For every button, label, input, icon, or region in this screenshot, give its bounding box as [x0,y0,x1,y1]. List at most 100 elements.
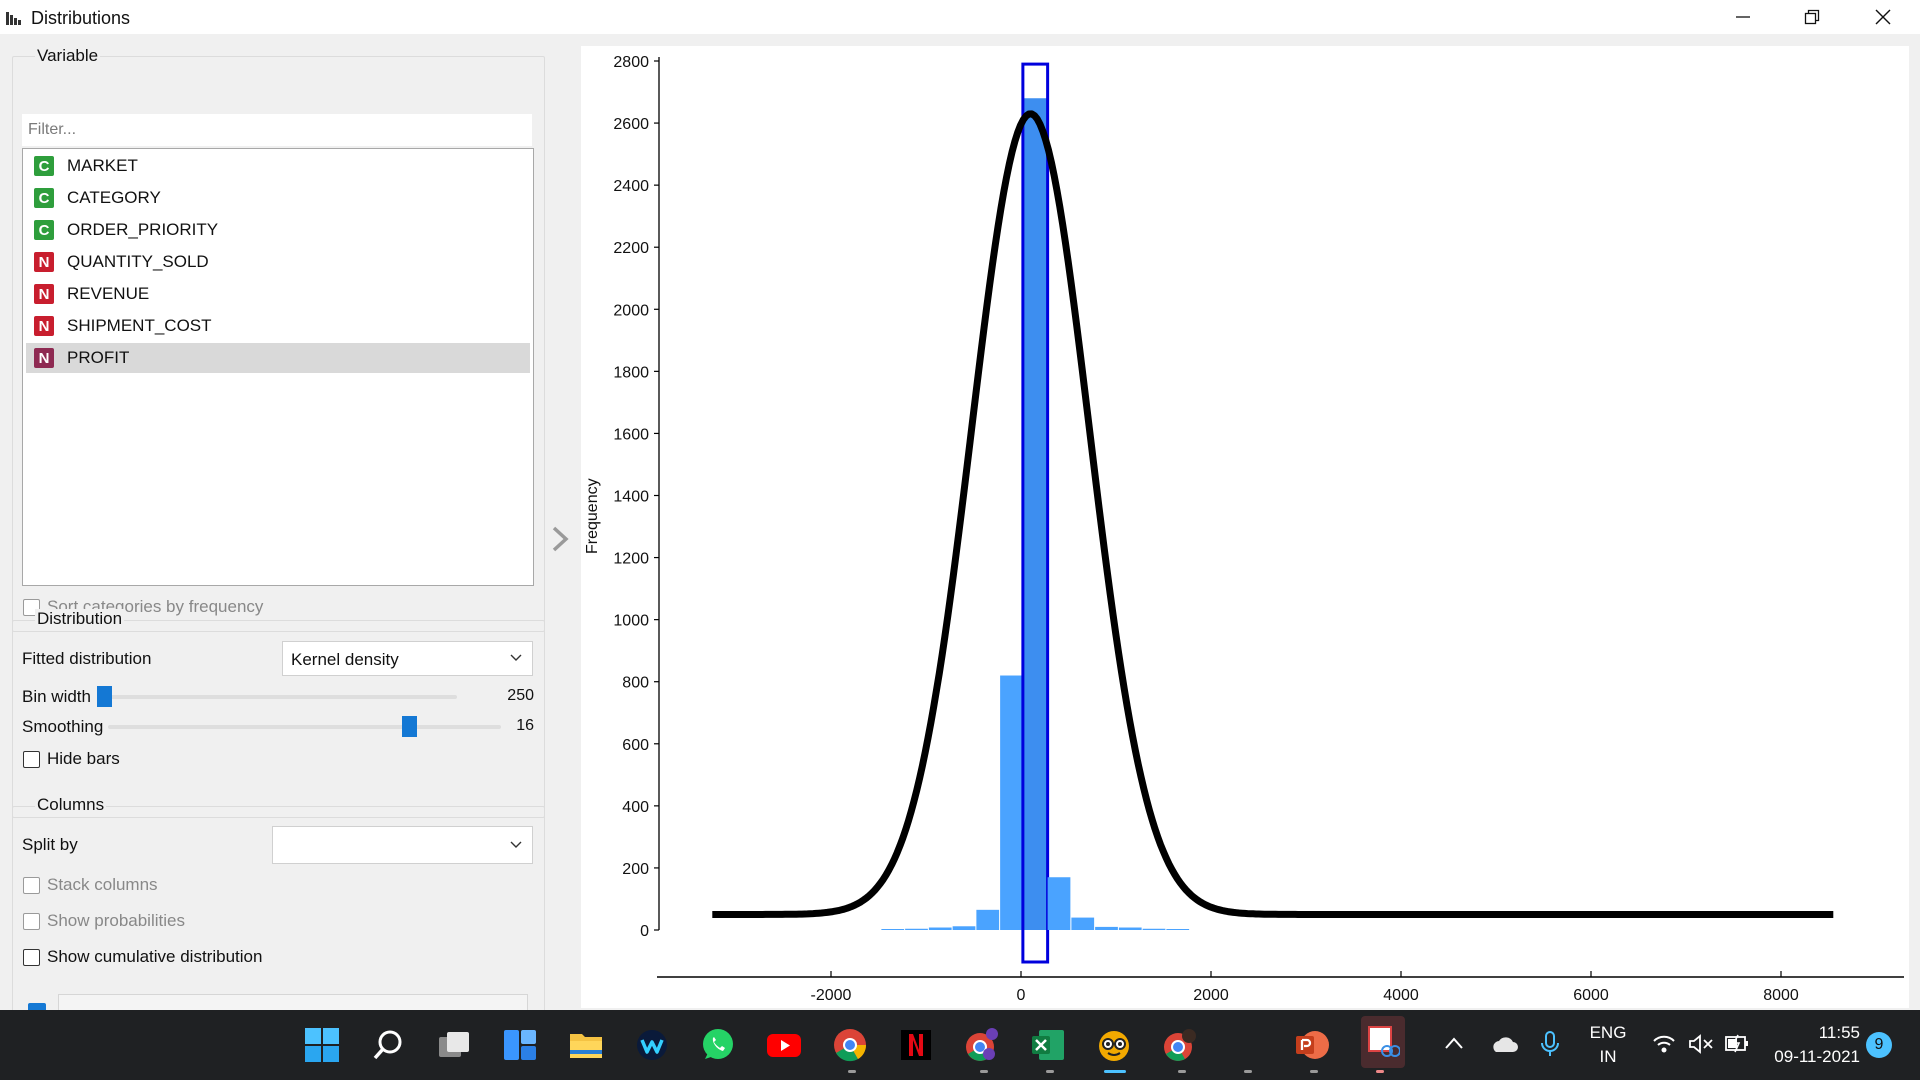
histogram-bar[interactable] [1047,877,1071,930]
hide-bars-checkbox[interactable] [23,751,40,768]
chevron-up-icon[interactable] [1444,1036,1464,1050]
close-button[interactable] [1850,0,1916,34]
density-curve [711,110,1834,918]
speaker-muted-icon[interactable] [1688,1034,1714,1054]
snipping-tool-icon[interactable] [1361,1016,1405,1068]
variable-item-category[interactable]: C CATEGORY [26,183,530,213]
show-cumulative-label: Show cumulative distribution [47,947,263,966]
histogram-bar[interactable] [1095,926,1118,930]
split-by-select[interactable] [272,826,533,864]
histogram-bar[interactable] [881,929,905,930]
y-tick-label: 1400 [613,489,649,506]
chrome-icon[interactable] [833,1028,867,1062]
windows-start-icon[interactable] [305,1028,339,1062]
y-tick-label: 0 [640,923,649,940]
x-tick-label: 2000 [1193,987,1229,1004]
file-explorer-icon[interactable] [569,1028,603,1062]
categorical-badge: C [34,156,54,176]
y-tick-label: 1800 [613,364,649,381]
search-icon[interactable] [371,1028,405,1062]
webex-icon[interactable] [635,1028,669,1062]
y-tick-label: 2600 [613,116,649,133]
region-indicator[interactable]: IN [1599,1047,1617,1066]
split-by-label: Split by [22,835,78,854]
orange-app-icon[interactable] [1097,1028,1131,1062]
fitted-distribution-value: Kernel density [291,650,399,669]
histogram-bar[interactable] [905,928,928,930]
wifi-icon[interactable] [1652,1034,1676,1054]
y-tick-label: 400 [622,799,649,816]
x-tick-label: 6000 [1573,987,1609,1004]
categorical-badge: C [34,220,54,240]
widgets-icon[interactable] [503,1028,537,1062]
y-tick-label: 2800 [613,54,649,71]
onedrive-cloud-icon[interactable] [1490,1034,1518,1054]
send-button[interactable] [58,994,528,1011]
bin-width-slider-track[interactable] [97,695,457,699]
window-title: Distributions [31,8,131,28]
histogram-bar[interactable] [1142,928,1166,930]
youtube-icon[interactable] [767,1028,801,1062]
variable-item-quantity-sold[interactable]: N QUANTITY_SOLD [26,247,530,277]
y-tick-label: 1600 [613,426,649,443]
fitted-distribution-select[interactable]: Kernel density [282,641,533,676]
variable-label: ORDER_PRIORITY [67,220,219,239]
netflix-icon[interactable] [899,1028,933,1062]
clock-time[interactable]: 11:55 [1818,1023,1860,1042]
show-probabilities-checkbox[interactable] [23,913,40,930]
histogram-bar[interactable] [928,927,952,930]
distribution-chart[interactable]: 0 200 400 600 800 1000 1200 1400 1600 1800 2000 220… [581,46,1909,1008]
histogram-bar[interactable] [1166,929,1190,930]
variable-list[interactable]: C MARKET C CATEGORY C ORDER_PRIORITY N Q… [22,148,534,586]
stack-columns-checkbox[interactable] [23,877,40,894]
variable-filter-input[interactable] [22,114,532,146]
restore-button[interactable] [1779,0,1845,34]
variable-item-shipment-cost[interactable]: N SHIPMENT_COST [26,311,530,341]
variable-item-profit[interactable]: N PROFIT [26,343,530,373]
histogram-bar[interactable] [1071,917,1095,930]
chrome-profile-icon[interactable] [965,1028,999,1062]
clock-date[interactable]: 09-11-2021 [1774,1047,1860,1066]
show-probabilities-label: Show probabilities [47,911,185,930]
histogram-bar[interactable] [976,909,1000,930]
histogram-bar[interactable] [1118,927,1142,930]
active-indicator [1104,1070,1126,1073]
bin-width-value: 250 [507,687,534,704]
categorical-badge: C [34,188,54,208]
bin-width-slider-handle[interactable] [97,686,112,707]
smoothing-slider-track[interactable] [108,725,501,729]
task-view-icon[interactable] [437,1028,471,1062]
fitted-distribution-label: Fitted distribution [22,649,152,668]
chrome-profile-2-icon[interactable] [1163,1028,1197,1062]
language-indicator[interactable]: ENG [1589,1023,1627,1042]
y-tick-label: 200 [622,861,649,878]
variable-item-order-priority[interactable]: C ORDER_PRIORITY [26,215,530,245]
minimize-icon [1736,16,1750,18]
smoothing-slider-handle[interactable] [402,716,417,737]
chevron-down-icon [510,841,522,848]
histogram-bar[interactable] [1023,98,1047,930]
x-tick-label: 8000 [1763,987,1799,1004]
histogram-bar[interactable] [1000,675,1023,930]
histogram-bar[interactable] [952,926,976,930]
battery-charging-icon[interactable] [1724,1032,1750,1054]
plot-area[interactable]: 0 200 400 600 800 1000 1200 1400 1600 1800 2000 220… [581,46,1909,1008]
y-tick-label: 1200 [613,551,649,568]
microphone-icon[interactable] [1540,1030,1560,1058]
excel-icon[interactable] [1031,1028,1065,1062]
x-tick-label: 0 [1017,987,1026,1004]
running-indicator [848,1070,856,1073]
running-indicator [1376,1070,1384,1073]
apply-automatically-checkbox[interactable] [28,1003,46,1013]
whatsapp-icon[interactable] [701,1028,735,1062]
show-cumulative-checkbox[interactable] [23,949,40,966]
powerpoint-icon[interactable] [1295,1028,1329,1062]
taskbar: ENG IN 11:55 09-11-2021 9 [0,1010,1920,1080]
variable-item-revenue[interactable]: N REVENUE [26,279,530,309]
y-tick-label: 800 [622,675,649,692]
chevron-right-icon[interactable] [550,526,572,552]
y-tick-label: 2200 [613,240,649,257]
variable-item-market[interactable]: C MARKET [26,151,530,181]
minimize-button[interactable] [1710,0,1776,34]
notification-badge[interactable]: 9 [1866,1032,1892,1058]
